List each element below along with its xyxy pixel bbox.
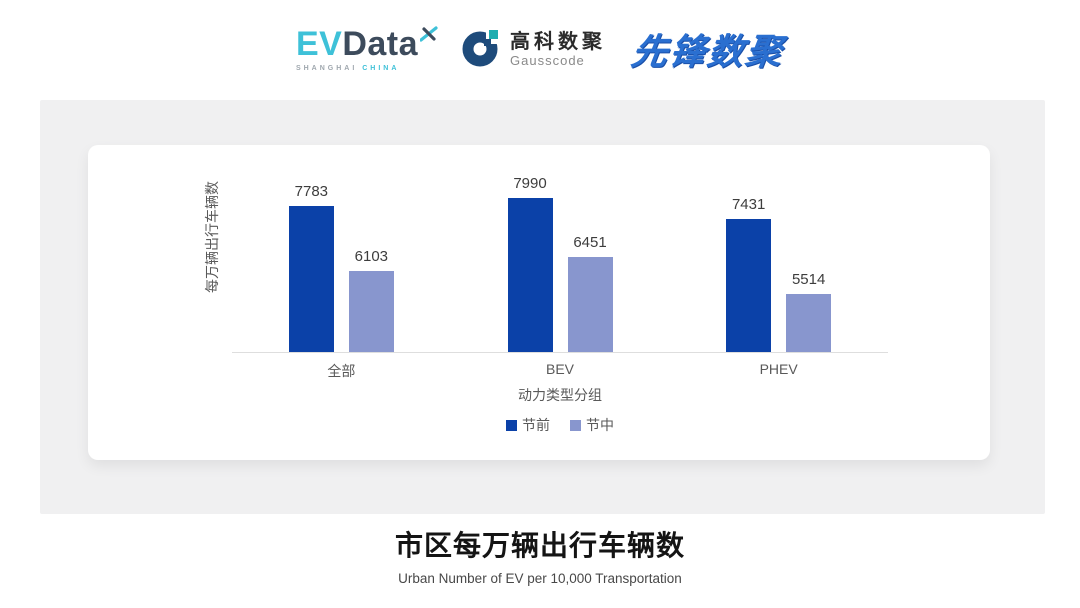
legend-label-mid: 节中 bbox=[586, 417, 614, 433]
bar-节前-全部 bbox=[288, 206, 334, 352]
x-axis-label: 动力类型分组 bbox=[518, 387, 602, 403]
category-label: 全部 bbox=[327, 363, 356, 379]
bar-节中-BEV bbox=[567, 257, 613, 352]
header-logos: EVData SHANGHAI CHINA 高科数聚 Gausscode 先锋数… bbox=[0, 0, 1080, 98]
gausscode-en-text: Gausscode bbox=[510, 52, 585, 68]
evdata-logo: EVData SHANGHAI CHINA bbox=[295, 24, 438, 72]
x-axis-line bbox=[232, 352, 888, 353]
bar-value-label: 6451 bbox=[573, 234, 607, 251]
legend-item-pre: 节前 bbox=[506, 415, 550, 435]
pioneer-data-logo: 先锋数聚 bbox=[628, 31, 787, 72]
chart-panel: 每万辆出行车辆数 动力类型分组 节前 节中 全部 7783 6103 BEV 7990 6… bbox=[40, 100, 1045, 514]
chart-legend: 节前 节中 bbox=[506, 415, 614, 435]
bar-value-label: 7783 bbox=[294, 183, 329, 200]
evdata-tagline-china: CHINA bbox=[362, 64, 400, 72]
gausscode-g-icon bbox=[462, 26, 503, 72]
bar-节前-BEV bbox=[507, 198, 553, 352]
legend-item-mid: 节中 bbox=[570, 415, 614, 435]
chart-title: 市区每万辆出行车辆数 bbox=[394, 530, 685, 561]
bar-节中-全部 bbox=[348, 271, 394, 352]
chart-card: 每万辆出行车辆数 动力类型分组 节前 节中 全部 7783 6103 BEV 7990 6… bbox=[88, 145, 990, 460]
evdata-wordmark: EVData bbox=[295, 24, 438, 63]
chart-subtitle: Urban Number of EV per 10,000 Transporta… bbox=[398, 571, 682, 586]
gausscode-wordmark: 高科数聚 Gausscode bbox=[510, 31, 606, 68]
y-axis-label: 每万辆出行车辆数 bbox=[204, 181, 220, 293]
legend-swatch-mid bbox=[570, 419, 581, 431]
bar-节前-PHEV bbox=[726, 219, 772, 352]
bar-节中-PHEV bbox=[786, 294, 832, 352]
bar-value-label: 6103 bbox=[354, 248, 389, 265]
evdata-ev-text: EV bbox=[295, 24, 343, 63]
chart-title-block: 市区每万辆出行车辆数 Urban Number of EV per 10,000… bbox=[0, 524, 1080, 586]
category-label: PHEV bbox=[759, 361, 798, 377]
category-label: BEV bbox=[545, 361, 575, 377]
gausscode-logo: 高科数聚 Gausscode bbox=[462, 26, 606, 72]
legend-label-pre: 节前 bbox=[522, 417, 550, 433]
legend-swatch-pre bbox=[506, 419, 517, 431]
evdata-tagline: SHANGHAI CHINA bbox=[296, 65, 399, 72]
evdata-data-text: Data bbox=[342, 24, 419, 63]
bar-value-label: 5514 bbox=[791, 271, 826, 288]
x-spark-icon bbox=[419, 13, 438, 51]
gausscode-cn-text: 高科数聚 bbox=[510, 30, 607, 53]
bar-chart: 每万辆出行车辆数 动力类型分组 节前 节中 全部 7783 6103 BEV 7990 6… bbox=[88, 145, 990, 460]
bar-value-label: 7990 bbox=[513, 175, 547, 192]
bar-value-label: 7431 bbox=[731, 196, 766, 213]
evdata-tagline-shanghai: SHANGHAI bbox=[295, 64, 358, 72]
